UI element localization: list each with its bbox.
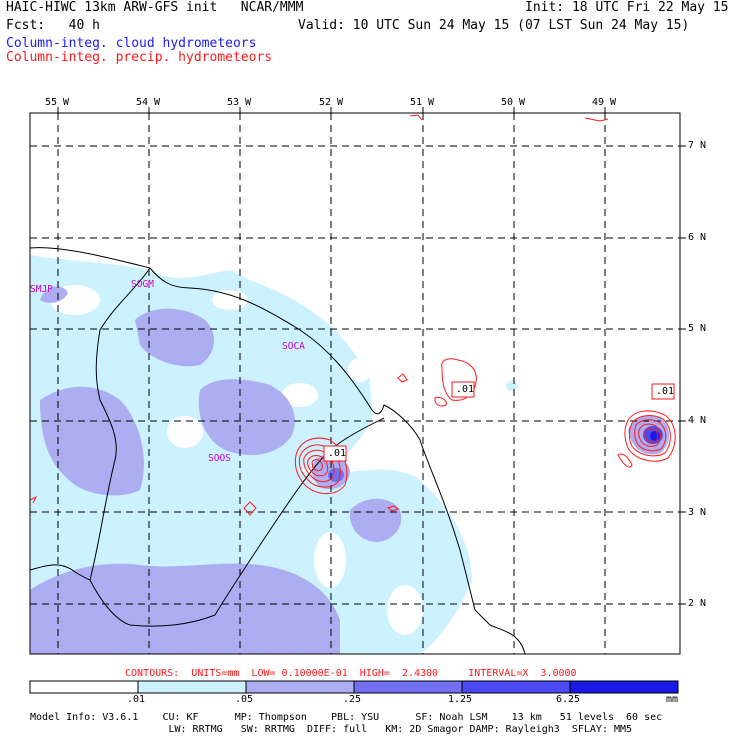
colorbar-tick: .25: [343, 694, 362, 705]
legend-cloud: Column-integ. cloud hydrometeors: [6, 36, 257, 51]
forecast-hour: Fcst: 40 h: [6, 18, 100, 33]
lon-label: 51 W: [410, 97, 435, 108]
lat-label: 4 N: [688, 415, 707, 426]
lat-label: 3 N: [688, 507, 707, 518]
lon-label: 55 W: [45, 97, 70, 108]
station-label: SOGM: [131, 279, 154, 290]
lon-label: 50 W: [501, 97, 526, 108]
contour-label: .01: [456, 384, 475, 395]
valid-time: Valid: 10 UTC Sun 24 May 15 (07 LST Sun …: [298, 18, 690, 33]
station-label: SOCA: [282, 341, 305, 352]
title-line: HAIC-HIWC 13km ARW-GFS init NCAR/MMM: [6, 0, 304, 15]
colorbar-tick: .05: [235, 694, 254, 705]
lat-label: 2 N: [688, 598, 707, 609]
model-info-1: Model Info: V3.6.1 CU: KF MP: Thompson P…: [30, 712, 663, 723]
lon-label: 49 W: [592, 97, 617, 108]
colorbar-tick: 1.25: [448, 694, 473, 705]
init-time: Init: 18 UTC Fri 22 May 15: [525, 0, 729, 15]
precip-contours: [30, 114, 676, 516]
legend-precip: Column-integ. precip. hydrometeors: [6, 50, 273, 65]
colorbar: [29, 680, 679, 694]
contour-label: .01: [656, 386, 675, 397]
lat-label: 7 N: [688, 140, 707, 151]
lat-label: 6 N: [688, 232, 707, 243]
lon-label: 54 W: [136, 97, 161, 108]
coastlines-borders: [30, 247, 526, 654]
station-label: SMJP: [30, 284, 53, 295]
colorbar-tick: .01: [127, 694, 146, 705]
lat-label: 5 N: [688, 323, 707, 334]
contour-label: .01: [328, 448, 347, 459]
contour-info: CONTOURS: UNITS=mm LOW= 0.10000E-01 HIGH…: [125, 668, 577, 679]
lon-label: 52 W: [319, 97, 344, 108]
colorbar-unit: mm: [666, 694, 679, 705]
lon-label: 53 W: [227, 97, 252, 108]
colorbar-tick: 6.25: [556, 694, 581, 705]
model-info-2: LW: RRTMG SW: RRTMG DIFF: full KM: 2D Sm…: [30, 724, 633, 735]
station-label: SOOS: [208, 453, 231, 464]
lat-lon-grid: [30, 113, 680, 654]
